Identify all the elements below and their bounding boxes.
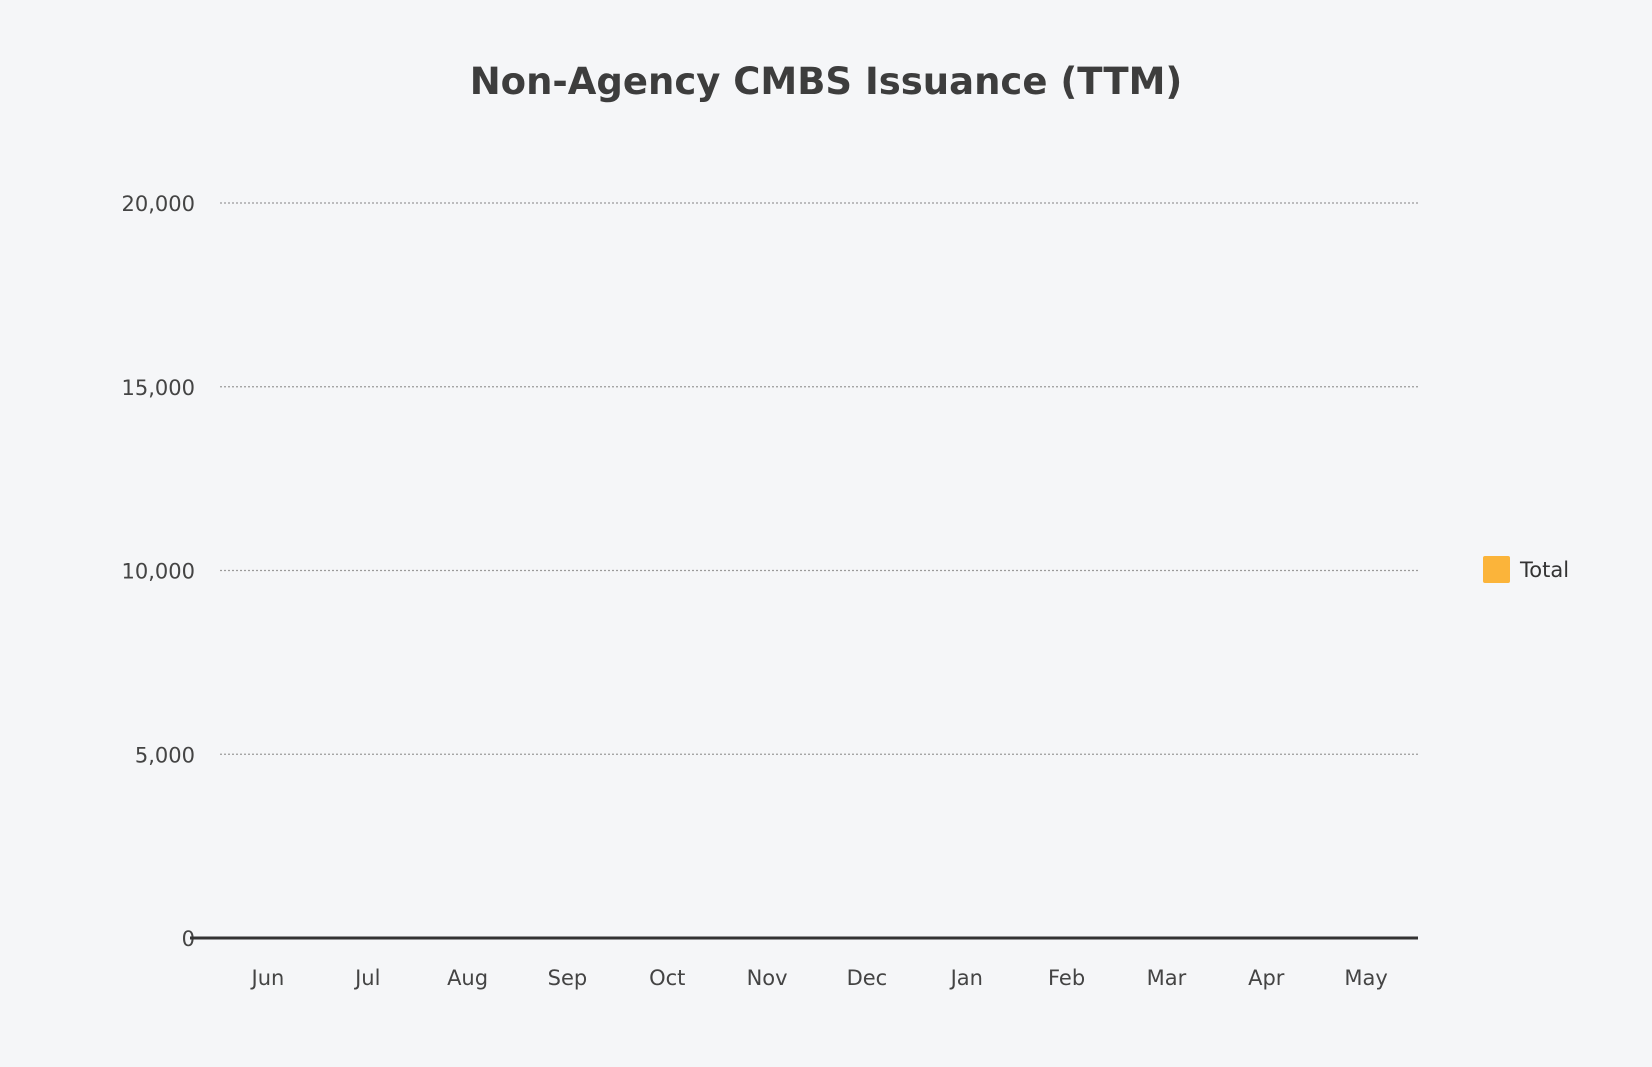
x-tick-label: Jan (949, 966, 983, 990)
y-tick-label: 20,000 (122, 192, 195, 216)
x-tick-label: Dec (847, 966, 888, 990)
x-tick-label: Feb (1048, 966, 1085, 990)
x-tick-label: Aug (447, 966, 488, 990)
legend-swatch (1483, 556, 1510, 583)
x-tick-label: Oct (649, 966, 685, 990)
x-tick-label: Mar (1147, 966, 1187, 990)
chart-title: Non-Agency CMBS Issuance (TTM) (470, 60, 1183, 103)
y-axis-ticks: 0 5,000 10,000 15,000 20,000 (122, 192, 195, 951)
x-tick-label: Jul (353, 966, 380, 990)
y-tick-label: 15,000 (122, 376, 195, 400)
x-tick-label: Nov (747, 966, 788, 990)
x-axis-ticks: Jun Jul Aug Sep Oct Nov Dec Jan Feb Mar Apr May (250, 966, 1388, 990)
x-tick-label: May (1344, 966, 1387, 990)
y-tick-label: 5,000 (135, 743, 195, 767)
y-tick-label: 0 (182, 927, 195, 951)
y-tick-label: 10,000 (122, 560, 195, 584)
x-tick-label: Apr (1248, 966, 1285, 990)
legend-label[interactable]: Total (1519, 558, 1569, 582)
x-tick-label: Sep (548, 966, 588, 990)
grid-lines (220, 202, 1418, 755)
x-tick-label: Jun (250, 966, 285, 990)
legend[interactable]: Total (1483, 556, 1569, 583)
